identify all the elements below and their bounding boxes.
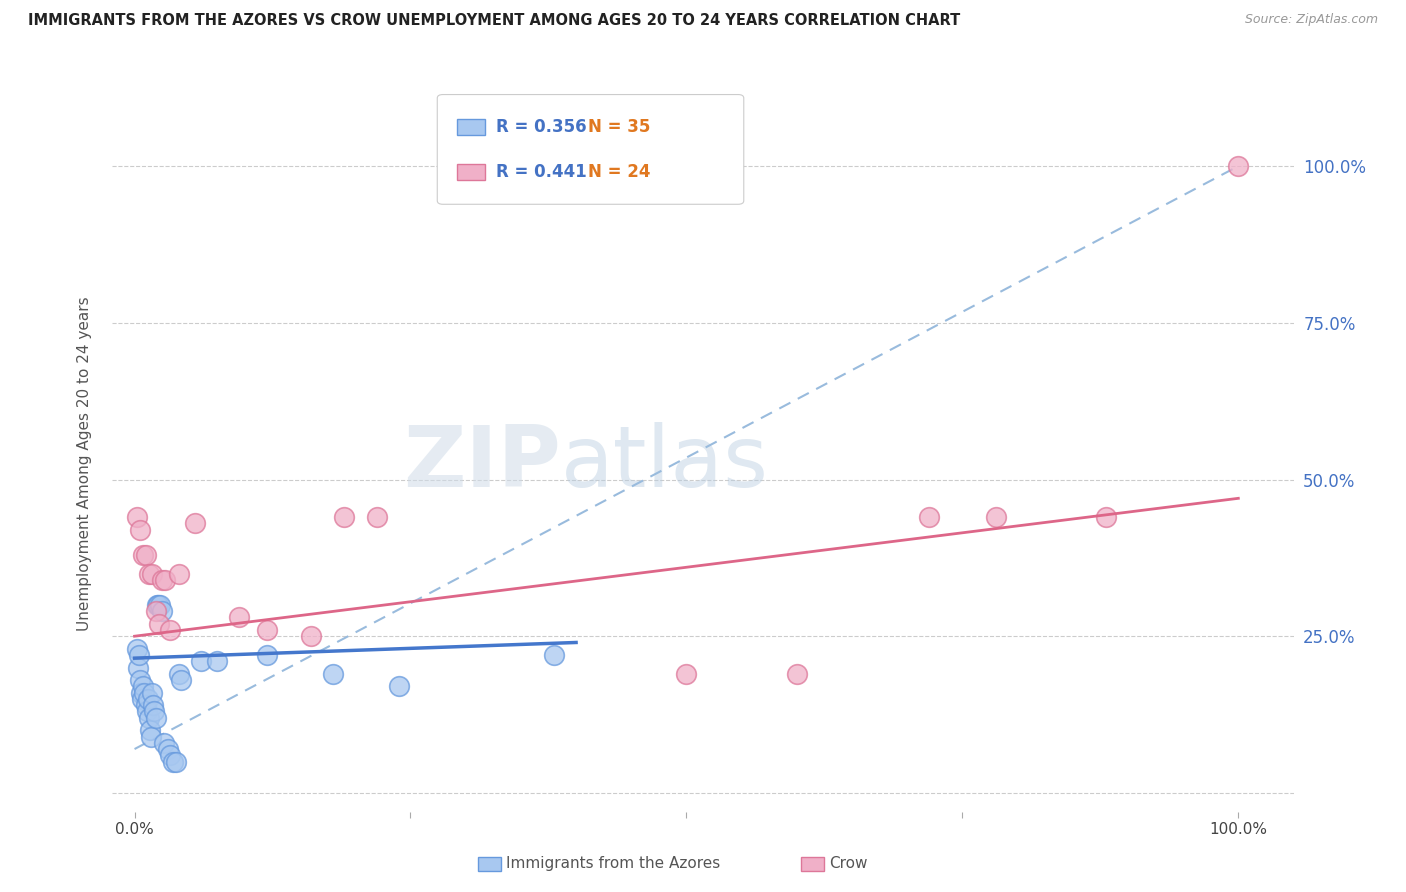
Text: N = 24: N = 24 xyxy=(588,163,650,181)
Point xyxy=(322,666,344,681)
Point xyxy=(170,673,193,687)
Point xyxy=(150,573,173,587)
Y-axis label: Unemployment Among Ages 20 to 24 years: Unemployment Among Ages 20 to 24 years xyxy=(77,296,91,632)
Point xyxy=(190,654,212,668)
Point xyxy=(135,698,157,713)
Point xyxy=(207,654,229,668)
Point xyxy=(786,666,808,681)
Point xyxy=(150,604,173,618)
Point xyxy=(132,548,155,562)
Point xyxy=(366,510,388,524)
Point xyxy=(162,755,184,769)
Point xyxy=(129,685,152,699)
Text: R = 0.356: R = 0.356 xyxy=(496,118,605,136)
Point xyxy=(1095,510,1118,524)
Point xyxy=(388,679,411,693)
Point xyxy=(984,510,1007,524)
Point xyxy=(145,711,167,725)
Point xyxy=(132,679,155,693)
Point xyxy=(156,742,179,756)
Text: Immigrants from the Azores: Immigrants from the Azores xyxy=(506,856,720,871)
Text: Crow: Crow xyxy=(830,856,868,871)
Point xyxy=(155,573,177,587)
Point xyxy=(135,548,157,562)
Point xyxy=(167,566,190,581)
Point xyxy=(143,705,166,719)
Point xyxy=(256,623,278,637)
Text: atlas: atlas xyxy=(561,422,769,506)
Point xyxy=(148,616,170,631)
Point xyxy=(153,736,176,750)
Text: Source: ZipAtlas.com: Source: ZipAtlas.com xyxy=(1244,13,1378,27)
Point xyxy=(138,566,160,581)
Point xyxy=(159,623,181,637)
Point xyxy=(256,648,278,662)
Point xyxy=(166,755,188,769)
Point xyxy=(134,685,156,699)
Point xyxy=(136,692,159,706)
Point xyxy=(146,598,169,612)
Point xyxy=(145,604,167,618)
Point xyxy=(675,666,697,681)
Point xyxy=(167,666,190,681)
Point xyxy=(299,629,322,643)
Point xyxy=(131,692,153,706)
Point xyxy=(135,705,157,719)
Point xyxy=(1227,159,1250,173)
Point xyxy=(138,711,160,725)
Point xyxy=(125,641,148,656)
Text: N = 35: N = 35 xyxy=(588,118,650,136)
Point xyxy=(129,523,152,537)
Point xyxy=(139,723,162,738)
Point xyxy=(129,673,152,687)
Point xyxy=(145,598,167,612)
Point xyxy=(127,660,149,674)
Point xyxy=(139,730,162,744)
Point xyxy=(125,510,148,524)
Point xyxy=(141,566,163,581)
Point xyxy=(228,610,250,624)
Point xyxy=(141,685,163,699)
Point xyxy=(333,510,356,524)
Point xyxy=(543,648,565,662)
Text: R = 0.441: R = 0.441 xyxy=(496,163,605,181)
Point xyxy=(149,598,172,612)
Point xyxy=(918,510,941,524)
Point xyxy=(184,516,207,531)
Text: IMMIGRANTS FROM THE AZORES VS CROW UNEMPLOYMENT AMONG AGES 20 TO 24 YEARS CORREL: IMMIGRANTS FROM THE AZORES VS CROW UNEMP… xyxy=(28,13,960,29)
Text: ZIP: ZIP xyxy=(404,422,561,506)
Point xyxy=(142,698,165,713)
Point xyxy=(128,648,150,662)
Point xyxy=(159,748,181,763)
